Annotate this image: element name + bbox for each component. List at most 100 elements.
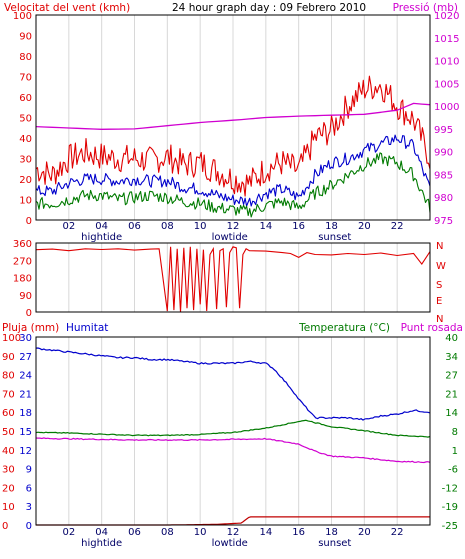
p2-ytick-right-1: W [436, 261, 446, 272]
p2-ytick-left-360: 360 [13, 239, 32, 250]
p3-event-hightide: hightide [81, 538, 122, 549]
p1-ytick-left-70: 70 [19, 73, 32, 84]
p3-ytick-temp-40: 40 [445, 333, 458, 344]
p1-ytick-left-60: 60 [19, 93, 32, 104]
p3-ytick-rain-9: 9 [26, 465, 32, 476]
p3-ytick-humidity-40: 40 [2, 446, 15, 457]
p1-ytick-left-0: 0 [26, 216, 32, 227]
p1-event-lowtide: lowtide [212, 232, 248, 243]
pressure-label: Pressió (mb) [393, 2, 458, 14]
p1-ytick-right-980: 980 [434, 193, 453, 204]
p2-ytick-left-90: 90 [19, 291, 32, 302]
p3-xtick-12: 12 [227, 527, 240, 538]
p3-ytick-temp--12: -12 [442, 483, 458, 494]
p3-ytick-humidity-30: 30 [2, 465, 15, 476]
p1-xtick-16: 16 [292, 221, 305, 232]
p3-xtick-18: 18 [325, 527, 338, 538]
p1-ytick-right-1015: 1015 [434, 34, 459, 45]
p3-ytick-rain-30: 30 [19, 333, 32, 344]
p3-ytick-rain-15: 15 [19, 427, 32, 438]
p3-ytick-temp-1: 1 [452, 446, 458, 457]
p1-ytick-left-50: 50 [19, 114, 32, 125]
p1-ytick-left-80: 80 [19, 52, 32, 63]
p2-ytick-right-4: N [436, 314, 443, 325]
p3-ytick-humidity-70: 70 [2, 389, 15, 400]
p3-xtick-16: 16 [292, 527, 305, 538]
p2-ytick-left-180: 180 [13, 274, 32, 285]
p1-xtick-20: 20 [358, 221, 371, 232]
p1-ytick-left-30: 30 [19, 155, 32, 166]
p1-series-pressure [35, 102, 431, 130]
p3-ytick-humidity-60: 60 [2, 408, 15, 419]
p1-ytick-right-985: 985 [434, 170, 453, 181]
p2-series-direction [35, 246, 431, 313]
humidity-label: Humitat [66, 322, 108, 334]
p1-xtick-08: 08 [161, 221, 174, 232]
p3-xtick-20: 20 [358, 527, 371, 538]
p3-ytick-rain-24: 24 [19, 371, 32, 382]
p3-ytick-temp-27: 27 [445, 371, 458, 382]
p2-ytick-right-0: N [436, 241, 443, 252]
p3-ytick-humidity-0: 0 [2, 521, 8, 532]
humidity-temperature-panel: 0102030405060708090100036912151821242730… [2, 333, 458, 549]
p3-xtick-14: 14 [259, 527, 272, 538]
p1-xtick-06: 06 [128, 221, 141, 232]
p1-xtick-18: 18 [325, 221, 338, 232]
p3-xtick-10: 10 [194, 527, 207, 538]
p3-series-temperature [35, 419, 431, 438]
temperature-label: Temperatura (°C) [298, 322, 390, 334]
p3-xtick-02: 02 [62, 527, 75, 538]
p3-ytick-rain-12: 12 [19, 446, 32, 457]
p1-frame [35, 14, 431, 221]
p3-ytick-rain-6: 6 [26, 483, 32, 494]
p3-ytick-rain-21: 21 [19, 389, 32, 400]
p1-ytick-right-975: 975 [434, 216, 453, 227]
p3-event-sunset: sunset [318, 538, 351, 549]
p3-xtick-04: 04 [95, 527, 108, 538]
p3-xtick-08: 08 [161, 527, 174, 538]
p1-xtick-14: 14 [259, 221, 272, 232]
chart-title: 24 hour graph day : 09 Febrero 2010 [172, 2, 366, 14]
p3-series-humidity [35, 347, 431, 421]
p3-frame [35, 336, 431, 526]
p3-ytick-rain-27: 27 [19, 352, 32, 363]
p1-event-hightide: hightide [81, 232, 122, 243]
p3-ytick-rain-18: 18 [19, 408, 32, 419]
p3-ytick-humidity-20: 20 [2, 483, 15, 494]
p3-ytick-humidity-10: 10 [2, 502, 15, 513]
p3-ytick-rain-0: 0 [26, 521, 32, 532]
p3-ytick-temp-21: 21 [445, 389, 458, 400]
p1-ytick-right-1010: 1010 [434, 57, 459, 68]
p3-ytick-temp--19: -19 [442, 502, 458, 513]
dewpoint-label: Punt rosada [401, 322, 463, 334]
p1-ytick-right-1020: 1020 [434, 11, 459, 22]
p3-ytick-humidity-80: 80 [2, 371, 15, 382]
p1-ytick-left-100: 100 [13, 11, 32, 22]
p1-ytick-right-1005: 1005 [434, 79, 459, 90]
p1-ytick-right-1000: 1000 [434, 102, 459, 113]
p1-series-wind_min [35, 152, 431, 218]
rain-label: Pluja (mm) [2, 322, 59, 334]
p3-series-dewpoint [35, 437, 431, 464]
p3-ytick-rain-3: 3 [26, 502, 32, 513]
p1-ytick-left-90: 90 [19, 32, 32, 43]
p2-frame [35, 242, 431, 313]
wind-speed-label: Velocitat del vent (kmh) [4, 2, 130, 14]
p3-xtick-22: 22 [391, 527, 404, 538]
p3-ytick-temp-34: 34 [445, 352, 458, 363]
wind-pressure-panel: 0102030405060708090100975980985990995100… [13, 11, 460, 243]
p2-ytick-left-270: 270 [13, 256, 32, 267]
p1-ytick-left-40: 40 [19, 134, 32, 145]
p1-ytick-right-995: 995 [434, 125, 453, 136]
p1-xtick-10: 10 [194, 221, 207, 232]
p3-xtick-06: 06 [128, 527, 141, 538]
p1-ytick-left-20: 20 [19, 175, 32, 186]
p1-event-sunset: sunset [318, 232, 351, 243]
p1-xtick-22: 22 [391, 221, 404, 232]
p1-ytick-right-990: 990 [434, 148, 453, 159]
p2-ytick-right-2: S [436, 280, 442, 291]
p3-ytick-temp--25: -25 [442, 521, 458, 532]
p2-ytick-right-3: E [436, 296, 442, 307]
